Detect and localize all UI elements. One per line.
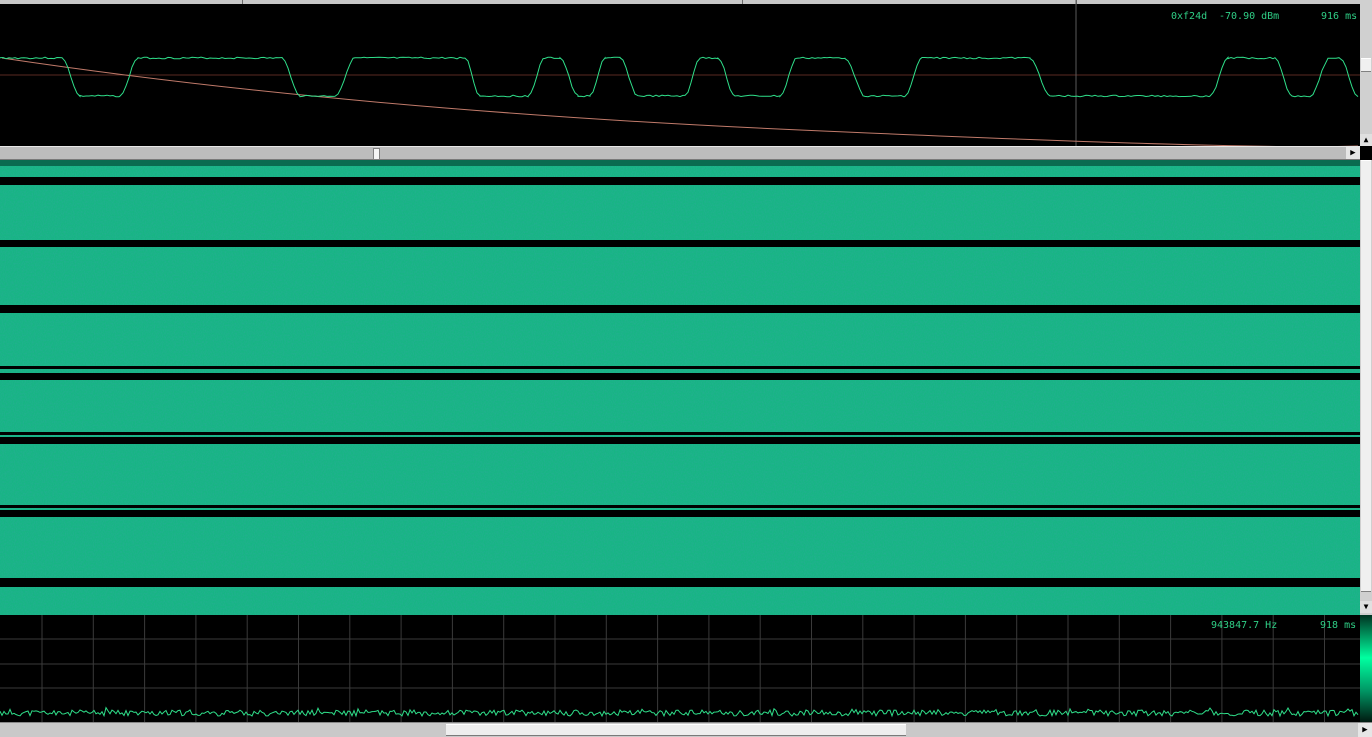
frequency-readout: 943847.7 Hz [1211,620,1278,631]
scroll-up-arrow-icon[interactable]: ▲ [1360,134,1372,146]
scroll-right-arrow-icon[interactable]: ▶ [1358,723,1372,737]
spectrogram-gap [0,305,1360,313]
spectrum-hscroll-thumb[interactable] [446,724,906,736]
spectrogram-gap [0,373,1360,380]
spectrogram-gap [0,177,1360,185]
spectrogram-gap [0,578,1360,587]
spectrogram-gap [0,240,1360,247]
waveform-hscroll-thumb[interactable] [373,148,380,160]
waveform-vertical-scrollbar[interactable]: ▲ [1360,0,1372,146]
spectrum-time-readout: 918 ms [1320,620,1357,631]
spectrogram-gap [0,432,1360,435]
waveform-trace [0,56,1359,98]
waveform-horizontal-scrollbar[interactable]: ▶ [0,146,1360,160]
spectrogram-gap [0,366,1360,369]
spectrogram[interactable] [0,160,1360,615]
spectrogram-gap [0,505,1360,508]
waveform-decay-line [1,57,1358,146]
scroll-down-arrow-icon[interactable]: ▼ [1360,601,1372,613]
waveform-scroll-thumb[interactable] [1361,58,1371,72]
spectrum-panel[interactable]: 943847.7 Hz 918 ms [0,615,1360,722]
spectrogram-vertical-scrollbar[interactable]: ▼ [1360,160,1372,615]
spectrogram-scroll-thumb[interactable] [1361,160,1371,592]
spectrum-horizontal-scrollbar[interactable]: ▶ [0,722,1372,737]
spectrogram-gap [0,437,1360,444]
waveform-plot[interactable] [0,0,1360,146]
spectrogram-gap [0,510,1360,517]
spectrum-trace [0,706,1359,718]
level-readout: -70.90 dBm [1219,11,1280,22]
time-readout: 916 ms [1321,11,1358,22]
spectrogram-texture [0,160,1360,615]
waveform-panel[interactable]: 0xf24d -70.90 dBm 916 ms [0,0,1360,146]
color-scale-bar [1360,615,1372,722]
spectrogram-image [0,160,1360,615]
spectrogram-top-edge [0,160,1360,166]
ruler-tick [742,0,743,4]
scroll-right-arrow-icon[interactable]: ▶ [1346,147,1360,159]
hex-readout: 0xf24d [1171,11,1208,22]
spectrum-plot[interactable] [0,615,1360,722]
ruler-tick [242,0,243,4]
